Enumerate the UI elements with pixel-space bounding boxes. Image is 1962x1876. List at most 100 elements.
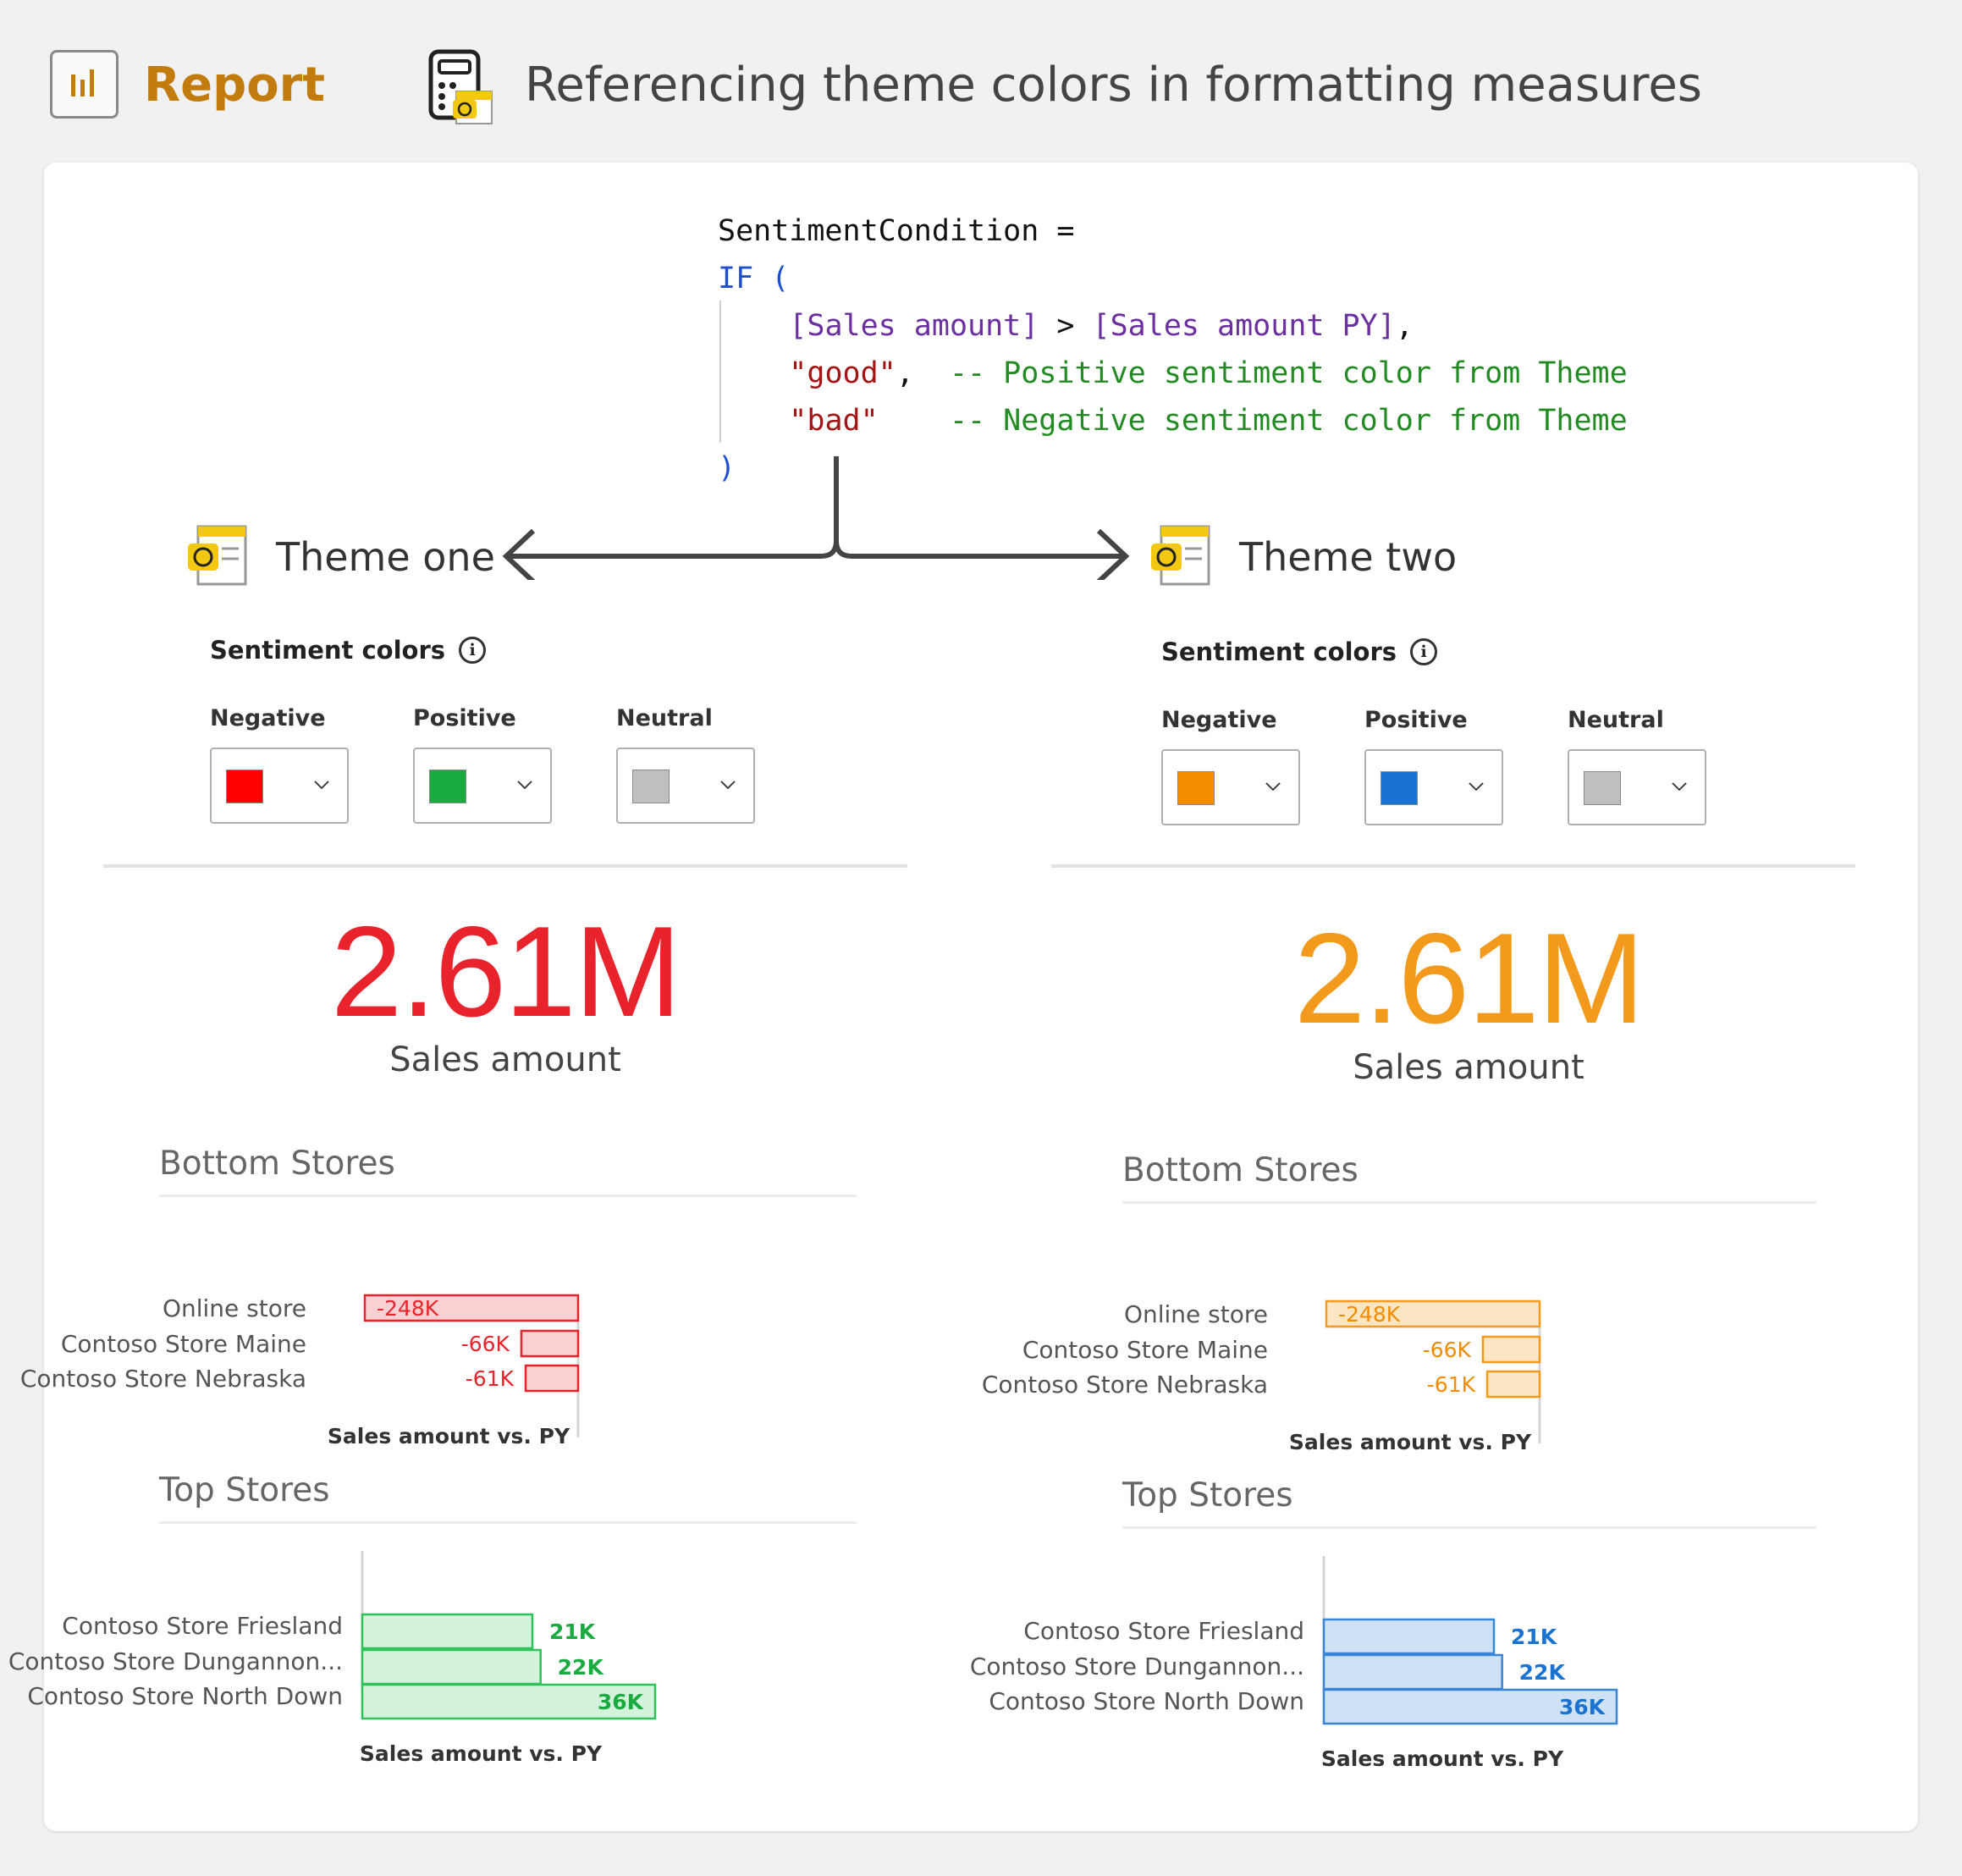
x-axis-label: Sales amount vs. PY [1289, 1430, 1532, 1454]
info-icon[interactable]: i [459, 637, 487, 664]
negative-label: Negative [210, 705, 326, 731]
x-axis-label: Sales amount vs. PY [1321, 1746, 1564, 1771]
bar[interactable] [1322, 1688, 1618, 1725]
chevron-down-icon [1265, 782, 1281, 792]
positive-label: Positive [413, 705, 516, 731]
code-line-1: SentimentCondition = [718, 214, 1075, 248]
bar[interactable] [1322, 1653, 1503, 1691]
category-label: Contoso Store Maine [61, 1330, 306, 1358]
sentiment-colors-text: Sentiment colors [1161, 637, 1397, 666]
category-label: Contoso Store Friesland [1023, 1617, 1304, 1645]
chevron-down-icon [1672, 782, 1687, 792]
category-label: Contoso Store North Down [27, 1682, 343, 1710]
report-icon[interactable] [50, 50, 118, 119]
x-axis-label: Sales amount vs. PY [360, 1741, 603, 1766]
code-column-sales-py: [Sales amount PY] [1092, 309, 1396, 343]
category-label: Contoso Store Nebraska [20, 1365, 306, 1393]
branch-arrows [502, 456, 1130, 580]
calculator-palette-icon [428, 49, 493, 124]
code-indent-guide [719, 301, 721, 443]
category-label: Contoso Store Friesland [62, 1612, 343, 1640]
code-column-sales: [Sales amount] [789, 309, 1039, 343]
code-line-2: IF ( [718, 262, 790, 295]
bar[interactable] [361, 1648, 542, 1686]
bottom-stores-title: Bottom Stores [1122, 1151, 1359, 1189]
code-comment-positive: -- Positive sentiment color from Theme [949, 356, 1628, 390]
code-comma: , [1395, 309, 1414, 343]
data-label: -61K [1427, 1372, 1476, 1397]
chart-title-rule [159, 1521, 857, 1524]
bar-chart-icon [71, 69, 94, 97]
bar[interactable] [1325, 1299, 1541, 1328]
data-label: 36K [598, 1690, 645, 1714]
theme-palette-icon [188, 525, 247, 586]
dax-code-block: SentimentCondition = IF ( [Sales amount] … [718, 207, 1628, 492]
bottom-stores-title: Bottom Stores [159, 1145, 395, 1183]
bottom-stores-chart: Online store -248K Contoso Store Maine -66K… [982, 1299, 1541, 1454]
neutral-color-swatch [632, 770, 670, 803]
theme-one-title: Theme one [276, 534, 495, 580]
positive-label: Positive [1364, 707, 1468, 733]
kpi-sales-label: Sales amount [1353, 1048, 1584, 1087]
positive-color-swatch [1381, 771, 1418, 805]
neutral-color-swatch [1584, 771, 1621, 805]
neutral-color-picker[interactable] [1568, 749, 1706, 825]
data-label: 22K [1519, 1660, 1567, 1685]
neutral-color-picker[interactable] [616, 748, 755, 824]
theme-palette-icon [1151, 525, 1210, 586]
page-subtitle: Referencing theme colors in formatting m… [525, 58, 1702, 113]
data-label: -66K [461, 1332, 510, 1356]
data-label: 21K [549, 1619, 597, 1644]
sentiment-colors-label: Sentiment colors i [1161, 635, 1438, 669]
code-comma: , [896, 356, 914, 390]
kpi-sales-value: 2.61M [330, 900, 681, 1044]
neutral-label: Neutral [616, 705, 713, 731]
data-label: -248K [1338, 1302, 1401, 1327]
code-line-6: ) [718, 451, 736, 485]
bar[interactable] [524, 1364, 580, 1393]
code-string-bad: "bad" [789, 404, 879, 438]
code-string-good: "good" [789, 356, 896, 390]
info-icon[interactable]: i [1410, 638, 1438, 665]
bar[interactable] [1485, 1370, 1541, 1399]
kpi-sales-value: 2.61M [1293, 907, 1645, 1051]
kpi-sales-label: Sales amount [389, 1040, 621, 1079]
chart-title-rule [1122, 1526, 1816, 1529]
category-label: Contoso Store Nebraska [982, 1371, 1268, 1399]
section-divider [1051, 864, 1855, 868]
bar[interactable] [363, 1294, 580, 1322]
bar[interactable] [361, 1613, 534, 1650]
positive-color-picker[interactable] [1364, 749, 1503, 825]
data-label: 21K [1511, 1625, 1558, 1649]
negative-color-picker[interactable] [210, 748, 349, 824]
content-card [44, 163, 1918, 1831]
data-label: -66K [1423, 1338, 1472, 1362]
bar[interactable] [1322, 1618, 1496, 1655]
positive-color-swatch [429, 770, 466, 803]
bar[interactable] [361, 1683, 657, 1720]
category-label: Contoso Store Dungannon... [970, 1653, 1304, 1680]
chevron-down-icon [314, 781, 329, 790]
chart-title-rule [1122, 1201, 1816, 1204]
negative-color-picker[interactable] [1161, 749, 1300, 825]
chevron-down-icon [517, 781, 532, 790]
negative-color-swatch [1177, 771, 1215, 805]
code-comment-negative: -- Negative sentiment color from Theme [949, 404, 1628, 438]
section-divider [103, 864, 907, 868]
chevron-down-icon [720, 781, 736, 790]
sentiment-colors-label: Sentiment colors i [210, 633, 487, 667]
category-label: Online store [163, 1294, 306, 1322]
top-stores-chart: Contoso Store Friesland 21K Contoso Store … [8, 1551, 657, 1766]
neutral-label: Neutral [1568, 707, 1664, 733]
bottom-stores-chart: Online store -248K Contoso Store Maine -66K… [20, 1294, 580, 1448]
data-label: -61K [466, 1366, 515, 1391]
bar[interactable] [520, 1329, 580, 1358]
negative-label: Negative [1161, 707, 1277, 733]
category-label: Online store [1124, 1300, 1268, 1328]
category-label: Contoso Store Dungannon... [8, 1647, 343, 1675]
data-label: -248K [377, 1296, 439, 1321]
positive-color-picker[interactable] [413, 748, 552, 824]
bar[interactable] [1481, 1335, 1541, 1364]
chevron-down-icon [1469, 782, 1484, 792]
sentiment-colors-text: Sentiment colors [210, 636, 446, 665]
